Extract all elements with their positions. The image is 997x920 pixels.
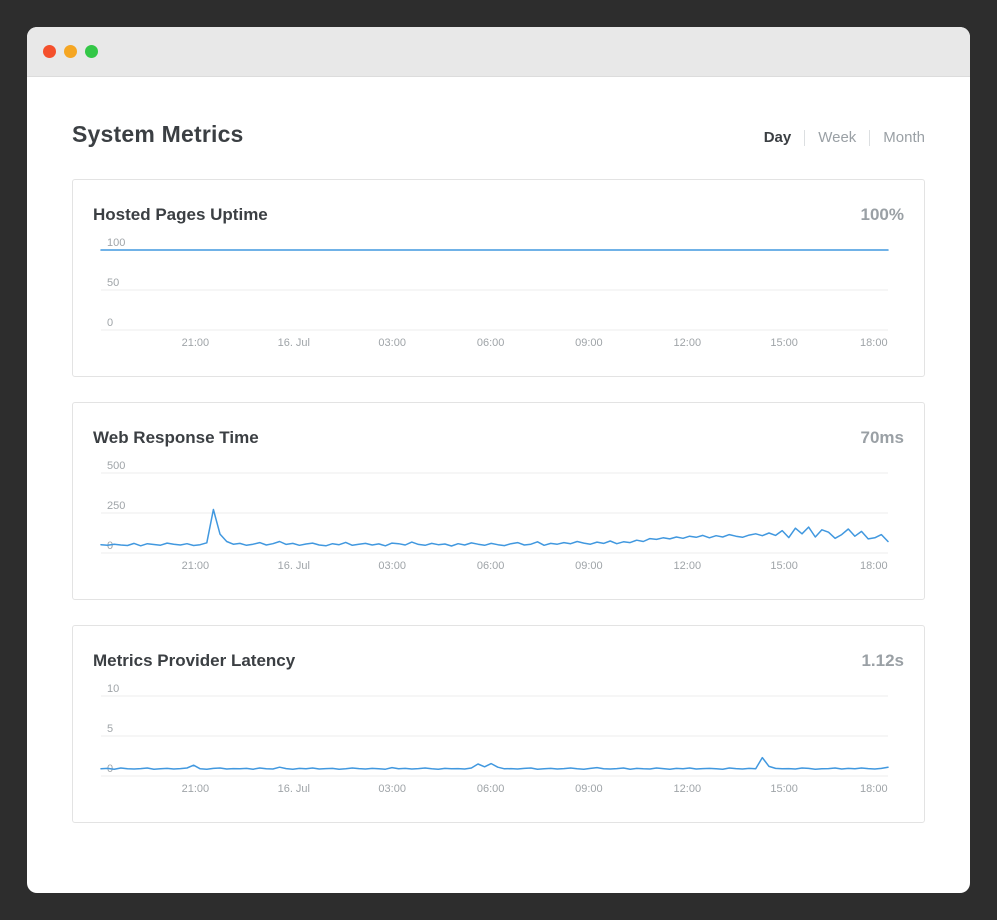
metric-card-header: Metrics Provider Latency 1.12s [93, 650, 904, 672]
svg-text:18:00: 18:00 [860, 783, 888, 795]
svg-text:0: 0 [107, 317, 113, 329]
metric-current-value: 100% [860, 205, 904, 224]
metric-current-value: 70ms [860, 428, 904, 447]
svg-text:16. Jul: 16. Jul [278, 783, 310, 795]
svg-text:250: 250 [107, 500, 125, 512]
uptime-line-chart: 0 50 100 21:00 16. Jul 03:00 06:00 09:00 12:00 15… [100, 237, 889, 349]
svg-text:03:00: 03:00 [378, 560, 406, 572]
metric-title: Web Response Time [93, 428, 259, 447]
svg-text:06:00: 06:00 [477, 783, 505, 795]
svg-text:03:00: 03:00 [378, 337, 406, 349]
svg-text:16. Jul: 16. Jul [278, 337, 310, 349]
svg-text:18:00: 18:00 [860, 337, 888, 349]
metric-card-header: Hosted Pages Uptime 100% [93, 204, 904, 226]
svg-text:06:00: 06:00 [477, 560, 505, 572]
response-time-line-chart: 0 250 500 21:00 16. Jul 03:00 06:00 09:00 12:00 1… [100, 460, 889, 572]
svg-text:5: 5 [107, 723, 113, 735]
metric-card-hosted-pages-uptime: Hosted Pages Uptime 100% 0 50 100 21:00 16. … [72, 179, 925, 377]
svg-text:18:00: 18:00 [860, 560, 888, 572]
svg-text:10: 10 [107, 683, 119, 695]
metric-title: Hosted Pages Uptime [93, 205, 268, 224]
metric-current-value: 1.12s [861, 651, 904, 670]
zoom-window-button[interactable] [85, 45, 98, 58]
svg-text:16. Jul: 16. Jul [278, 560, 310, 572]
page-header: System Metrics Day Week Month [72, 121, 925, 148]
time-range-tabs: Day Week Month [764, 129, 925, 146]
metric-card-header: Web Response Time 70ms [93, 427, 904, 449]
svg-text:21:00: 21:00 [182, 337, 210, 349]
svg-text:12:00: 12:00 [674, 560, 702, 572]
svg-text:09:00: 09:00 [575, 337, 603, 349]
app-window: System Metrics Day Week Month Hosted Pag… [27, 27, 970, 893]
tab-divider [804, 129, 806, 146]
svg-text:12:00: 12:00 [674, 337, 702, 349]
svg-text:09:00: 09:00 [575, 783, 603, 795]
svg-text:21:00: 21:00 [182, 783, 210, 795]
metric-title: Metrics Provider Latency [93, 651, 296, 670]
close-window-button[interactable] [43, 45, 56, 58]
svg-text:03:00: 03:00 [378, 783, 406, 795]
tab-month[interactable]: Month [883, 129, 925, 146]
page-title: System Metrics [72, 121, 244, 147]
svg-text:21:00: 21:00 [182, 560, 210, 572]
svg-text:500: 500 [107, 460, 125, 472]
metric-card-provider-latency: Metrics Provider Latency 1.12s 0 5 10 21:00… [72, 625, 925, 823]
svg-text:15:00: 15:00 [770, 560, 798, 572]
window-titlebar [27, 27, 970, 77]
tab-divider [869, 129, 871, 146]
svg-text:12:00: 12:00 [674, 783, 702, 795]
svg-text:09:00: 09:00 [575, 560, 603, 572]
minimize-window-button[interactable] [64, 45, 77, 58]
svg-text:15:00: 15:00 [770, 337, 798, 349]
svg-text:0: 0 [107, 540, 113, 552]
svg-text:50: 50 [107, 277, 119, 289]
svg-text:100: 100 [107, 237, 125, 249]
metric-card-web-response-time: Web Response Time 70ms 0 250 500 21:00 16. J… [72, 402, 925, 600]
tab-week[interactable]: Week [818, 129, 857, 146]
main-content: System Metrics Day Week Month Hosted Pag… [27, 77, 970, 823]
tab-day[interactable]: Day [763, 129, 792, 146]
svg-text:15:00: 15:00 [770, 783, 798, 795]
svg-text:06:00: 06:00 [477, 337, 505, 349]
